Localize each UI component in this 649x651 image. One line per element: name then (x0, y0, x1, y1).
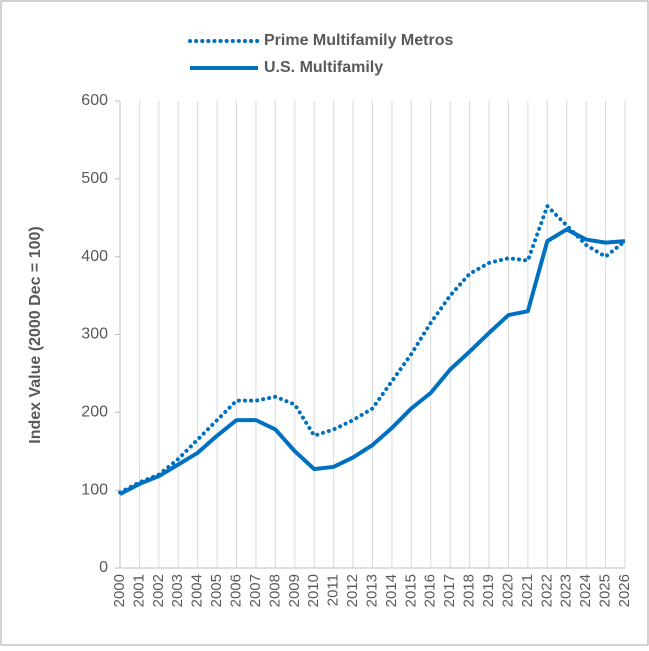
series-line (119, 227, 626, 496)
x-tick-label: 2020 (499, 574, 516, 607)
x-tick-label: 2009 (286, 574, 303, 607)
y-tick-label: 200 (81, 404, 108, 421)
x-tick-label: 2021 (519, 574, 536, 607)
x-tick-label: 2015 (402, 574, 419, 607)
y-tick-label: 300 (81, 326, 108, 343)
series-line (118, 202, 627, 495)
x-tick-label: 2007 (247, 574, 264, 607)
y-tick-label: 500 (81, 170, 108, 187)
x-tick-label: 2000 (111, 574, 128, 607)
y-axis-label: Index Value (2000 Dec = 100) (27, 226, 44, 443)
legend-label: Prime Multifamily Metros (264, 32, 453, 49)
x-tick-label: 2004 (189, 574, 206, 607)
x-tick-label: 2005 (208, 574, 225, 607)
y-tick-label: 0 (99, 559, 108, 576)
x-tick-label: 2010 (305, 574, 322, 607)
y-tick-label: 600 (81, 92, 108, 109)
y-tick-label: 400 (81, 248, 108, 265)
y-tick-label: 100 (81, 481, 108, 498)
legend-label: U.S. Multifamily (264, 59, 383, 76)
x-tick-label: 2026 (616, 574, 633, 607)
x-tick-label: 2014 (383, 574, 400, 607)
x-tick-label: 2008 (266, 574, 283, 607)
x-tick-label: 2002 (150, 574, 167, 607)
x-tick-label: 2023 (558, 574, 575, 607)
x-tick-label: 2012 (344, 574, 361, 607)
x-tick-label: 2016 (422, 574, 439, 607)
x-tick-label: 2003 (169, 574, 186, 607)
x-tick-label: 2019 (480, 574, 497, 607)
x-tick-label: 2018 (461, 574, 478, 607)
x-tick-label: 2022 (538, 574, 555, 607)
x-tick-label: 2017 (441, 574, 458, 607)
x-tick-label: 2001 (130, 574, 147, 607)
x-tick-label: 2011 (325, 574, 342, 606)
x-tick-label: 2024 (577, 574, 594, 607)
x-tick-label: 2025 (597, 574, 614, 607)
x-tick-label: 2006 (228, 574, 245, 607)
x-tick-label: 2013 (363, 574, 380, 607)
